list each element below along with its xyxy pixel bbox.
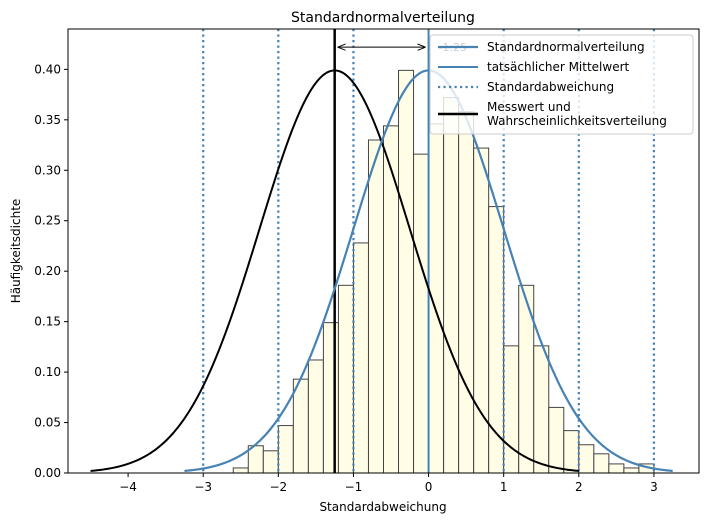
x-tick-label: 2: [575, 480, 583, 494]
x-tick-label: 1: [500, 480, 508, 494]
standard-deviation-lines: [202, 29, 656, 473]
y-axis-label: Häufigkeitsdichte: [9, 199, 23, 304]
histogram-bar: [578, 444, 595, 473]
y-axis: 0.00 0.05 0.10 0.15 0.20 0.25 0.30 0.35 0.40: [34, 62, 68, 480]
x-axis: −4 −3 −2 −1 0 1 2 3: [119, 473, 658, 494]
histogram-bar: [322, 322, 339, 473]
histogram-bar: [473, 147, 490, 473]
histogram-bar: [443, 97, 460, 473]
y-tick-label: 0.30: [34, 163, 61, 177]
y-tick-label: 0.20: [34, 264, 61, 278]
histogram-bar: [623, 467, 640, 473]
legend-box: [429, 34, 694, 135]
legend-label: Messwert und Wahrscheinlichkeitsverteilun…: [487, 100, 667, 128]
x-tick-label: 0: [425, 480, 433, 494]
legend-label: Standardabweichung: [487, 80, 614, 94]
histogram-bar: [398, 69, 415, 473]
histogram-bar: [548, 406, 565, 473]
y-tick-label: 0.25: [34, 214, 61, 228]
histogram-bar: [458, 111, 475, 473]
histogram-bar: [352, 242, 369, 473]
histogram-bar: [383, 125, 400, 473]
x-axis-label: Standardabweichung: [319, 500, 446, 514]
histogram-bar: [533, 345, 550, 473]
histogram-bar: [608, 463, 625, 473]
x-tick-label: 3: [650, 480, 658, 494]
histogram-bar: [277, 425, 294, 473]
legend-label: tatsächlicher Mittelwert: [487, 60, 630, 74]
histogram-bar: [367, 139, 385, 473]
histogram-bar: [232, 467, 249, 473]
chart-title: Standardnormalverteilung: [291, 10, 475, 26]
standard-normal-curve: [184, 69, 673, 473]
x-tick-label: −1: [345, 480, 363, 494]
histogram-bar: [337, 284, 354, 473]
x-tick-label: −4: [119, 480, 137, 494]
y-tick-label: 0.05: [34, 416, 61, 430]
histogram-bar: [292, 378, 309, 473]
x-tick-label: −2: [269, 480, 287, 494]
plot-frame: [67, 28, 700, 474]
histogram-bar: [593, 453, 610, 473]
y-tick-label: 0.10: [34, 365, 61, 379]
histogram-bar: [262, 450, 279, 473]
y-tick-label: 0.40: [34, 62, 61, 76]
legend: Standardnormalverteilung tatsächlicher Mi…: [429, 34, 694, 135]
histogram-bar: [563, 430, 580, 473]
x-tick-label: −3: [194, 480, 212, 494]
histogram-bar: [413, 153, 430, 473]
legend-label: Standardnormalverteilung: [487, 40, 645, 54]
histogram-bar: [307, 359, 324, 473]
y-tick-label: 0.15: [34, 315, 61, 329]
y-tick-label: 0.35: [34, 113, 61, 127]
distribution-curves: [90, 29, 673, 473]
histogram-bar: [503, 345, 520, 473]
y-tick-label: 0.00: [34, 466, 61, 480]
